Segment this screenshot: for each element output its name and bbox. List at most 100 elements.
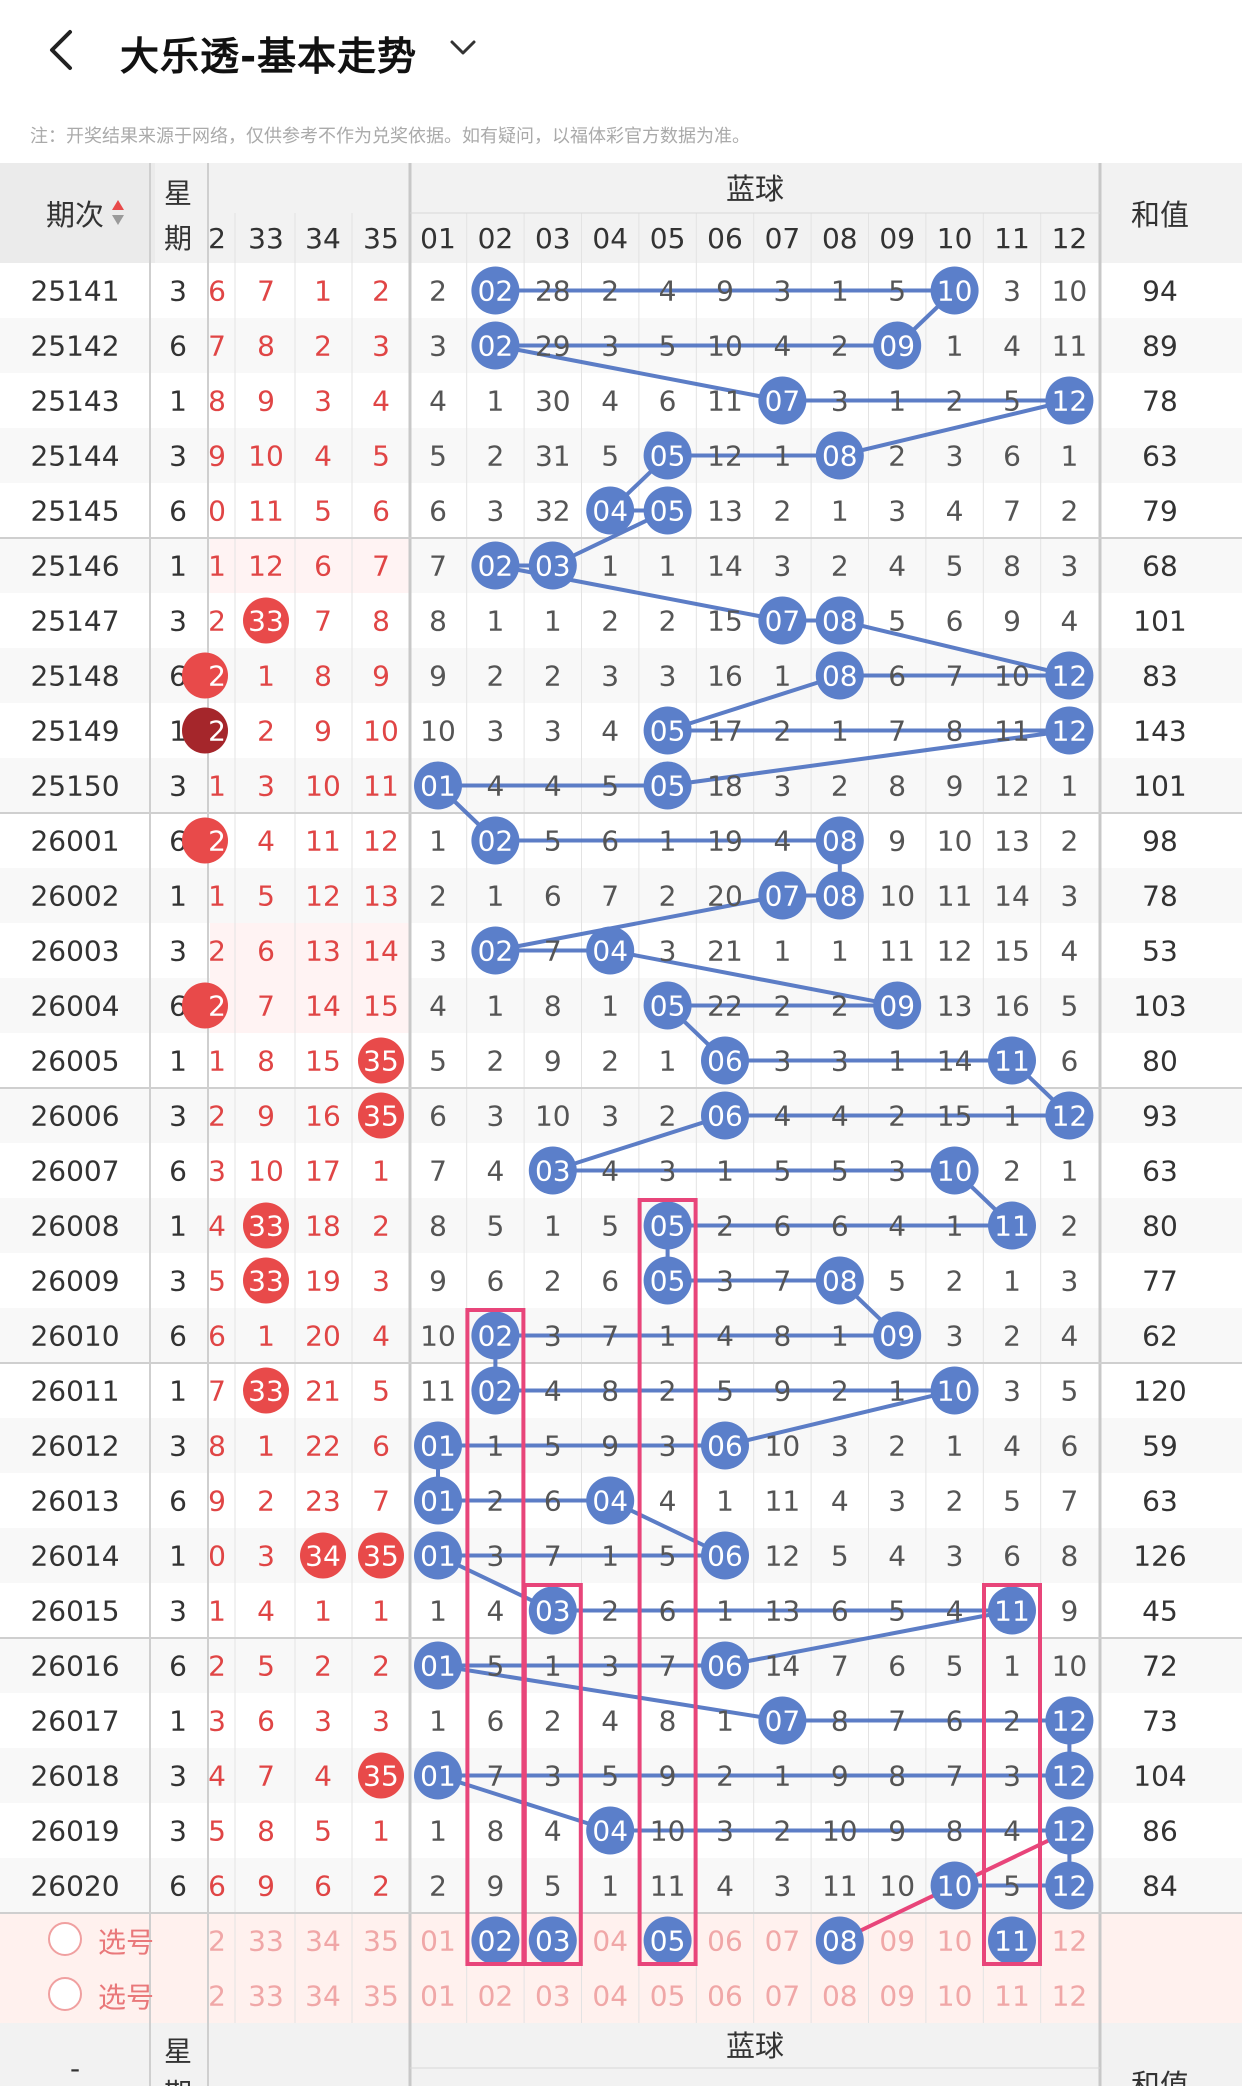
miss-count: 30 [535,385,571,418]
miss-count: 6 [486,1705,504,1738]
front-cell: 23 [305,1485,341,1518]
miss-count: 2 [773,990,791,1023]
miss-count: 14 [937,1045,973,1078]
sum-cell: 72 [1142,1650,1178,1683]
miss-count: 5 [1003,385,1021,418]
picked-blue-ball [528,1916,577,1965]
miss-count: 4 [429,385,447,418]
period-cell: 26002 [30,880,119,913]
blue-ball-number: 05 [650,440,686,473]
select-label-1[interactable]: 选号 [98,1926,155,1959]
period-cell: 26016 [30,1650,119,1683]
blue-ball [586,926,635,975]
blue-ball-number: 02 [478,550,514,583]
page-title[interactable]: 大乐透-基本走势 [120,35,418,80]
miss-count: 6 [544,880,562,913]
sum-cell: 79 [1142,495,1178,528]
blue-ball [701,1036,749,1085]
miss-count: 2 [429,880,447,913]
sum-cell: 77 [1142,1265,1178,1298]
front-cell: 1 [208,770,226,803]
select-blue-number: 09 [879,1980,915,2013]
select-label-2[interactable]: 选号 [98,1981,155,2014]
miss-count: 10 [822,1815,858,1848]
blue-ball [643,981,692,1030]
blue-ball-number: 08 [822,880,858,913]
miss-count: 3 [544,1760,562,1793]
miss-count: 12 [937,935,973,968]
miss-count: 3 [1060,880,1078,913]
select-radio-2[interactable] [48,1977,82,2011]
blue-ball-number: 08 [822,1265,858,1298]
miss-count: 3 [601,1650,619,1683]
miss-count: 9 [773,1375,791,1408]
red-ball [358,1752,404,1799]
front-cell: 4 [372,385,390,418]
miss-count: 1 [429,825,447,858]
miss-count: 2 [831,770,849,803]
week-cell: 6 [169,1870,187,1903]
miss-count: 7 [1003,495,1021,528]
miss-count: 1 [1003,1265,1021,1298]
table-row [0,978,1242,1033]
table-row [0,813,1242,868]
front-cell: 2 [372,1650,390,1683]
blue-ball-number: 03 [535,1595,571,1628]
blue-ball-number: 05 [650,1265,686,1298]
front-cell: 3 [314,1705,332,1738]
week-cell: 1 [169,1210,187,1243]
miss-count: 4 [601,385,619,418]
miss-count: 6 [831,1210,849,1243]
blue-ball [701,1641,749,1690]
miss-count: 1 [773,935,791,968]
miss-count: 5 [659,330,677,363]
blue-ball-number: 09 [879,1320,915,1353]
miss-count: 6 [429,495,447,528]
blue-ball-number: 11 [994,1595,1030,1628]
miss-count: 18 [707,770,743,803]
miss-count: 5 [544,1430,562,1463]
miss-count: 7 [946,1760,964,1793]
chevron-down-icon[interactable] [448,36,478,60]
front-cell: 18 [305,1210,341,1243]
red-ball-number: 35 [363,1045,399,1078]
front-cell: 2 [208,1650,226,1683]
front-cell: 5 [314,1815,332,1848]
miss-count: 1 [429,1815,447,1848]
blue-ball [643,1256,692,1305]
miss-count: 4 [601,1155,619,1188]
period-header: 期次 [46,198,104,232]
miss-count: 3 [601,330,619,363]
miss-count: 7 [946,660,964,693]
blue-ball [471,1311,520,1360]
miss-count: 8 [429,1210,447,1243]
miss-count: 11 [1052,330,1088,363]
table-row [0,538,1242,593]
table-row [0,1033,1242,1088]
blue-ball-number: 02 [478,1375,514,1408]
week-cell: 6 [169,825,187,858]
miss-count: 2 [486,1485,504,1518]
front-cell: 7 [257,990,275,1023]
miss-count: 2 [831,1375,849,1408]
front-cell: 8 [257,1045,275,1078]
front-cell: 9 [208,440,226,473]
week-cell: 3 [169,1595,187,1628]
miss-count: 1 [544,1210,562,1243]
miss-count: 2 [831,990,849,1023]
miss-count: 22 [707,990,743,1023]
table-row [0,1748,1242,1803]
sum-cell: 143 [1133,715,1186,748]
miss-count: 1 [946,1210,964,1243]
period-cell: 25141 [30,275,119,308]
chevron-left-icon[interactable] [42,28,82,72]
front-cell: 16 [305,1100,341,1133]
blue-ball [758,596,807,645]
miss-count: 1 [716,1485,734,1518]
sum-cell: 101 [1133,605,1186,638]
miss-count: 7 [601,1320,619,1353]
select-radio-1[interactable] [48,1922,82,1956]
period-cell: 26001 [30,825,119,858]
select-front-number: 2 [208,1980,226,2013]
